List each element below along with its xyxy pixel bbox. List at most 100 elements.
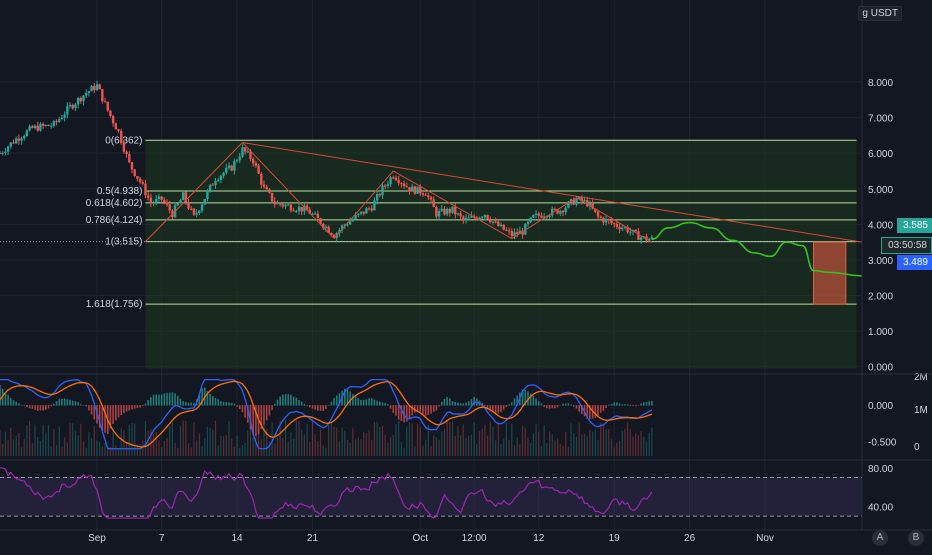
- candle-body: [187, 202, 190, 209]
- price-tick-label: 3.000: [868, 256, 893, 267]
- volume-bar: [381, 425, 384, 456]
- volume-bar: [23, 439, 25, 456]
- macd-histogram-bar: [314, 405, 316, 410]
- macd-histogram-bar: [357, 398, 360, 406]
- macd-histogram-bar: [537, 401, 540, 406]
- volume-bar: [99, 442, 101, 456]
- last-price-tag: 3.585: [896, 218, 932, 233]
- volume-bar: [521, 426, 524, 456]
- candle-body: [106, 101, 109, 111]
- macd-histogram-bar: [564, 403, 567, 406]
- volume-bar: [255, 434, 257, 456]
- macd-histogram-bar: [535, 398, 537, 406]
- volume-bar: [85, 447, 87, 456]
- macd-histogram-bar: [459, 403, 462, 406]
- candle-body: [542, 216, 546, 218]
- last-price: 3.585: [902, 220, 928, 231]
- time-tick-label: 12:00: [462, 533, 487, 544]
- macd-histogram-bar: [559, 405, 562, 406]
- macd-histogram-bar: [214, 397, 217, 406]
- volume-bar: [228, 421, 230, 456]
- macd-histogram-bar: [349, 391, 351, 406]
- macd-histogram-bar: [15, 401, 17, 406]
- auto-scale-button[interactable]: A: [872, 530, 888, 546]
- volume-bar: [341, 427, 343, 456]
- volume-bar: [214, 420, 217, 456]
- macd-histogram-bar: [376, 400, 378, 406]
- fibonacci-retracement[interactable]: 0(6.362)0.5(4.938)0.618(4.602)0.786(4.12…: [0, 135, 862, 369]
- candle-body: [114, 123, 118, 130]
- candle-body: [300, 206, 303, 212]
- volume-bar: [82, 441, 85, 456]
- candle-body: [445, 208, 449, 215]
- volume-bar: [69, 423, 71, 456]
- volume-bar: [476, 443, 478, 456]
- candle-body: [510, 230, 514, 237]
- unit-prefix: g: [862, 8, 868, 19]
- previous-price: 3.489: [902, 257, 928, 268]
- macd-histogram-bar: [481, 403, 483, 406]
- candle-body: [179, 200, 182, 204]
- volume-bar: [217, 445, 219, 456]
- macd-histogram-bar: [500, 405, 502, 413]
- macd-histogram-bar: [400, 405, 403, 422]
- volume-bar: [419, 427, 421, 456]
- volume-bar: [376, 421, 378, 456]
- volume-bar: [0, 430, 1, 456]
- volume-bar: [470, 434, 473, 456]
- candle-body: [629, 231, 632, 233]
- volume-bar: [473, 422, 475, 456]
- time-tick-label: 21: [307, 533, 319, 544]
- price-tick-label: 7.000: [868, 114, 893, 125]
- macd-histogram-bar: [548, 405, 551, 409]
- log-scale-button[interactable]: B: [908, 530, 924, 546]
- macd-histogram-bar: [470, 399, 473, 406]
- candle-body: [270, 192, 274, 202]
- forecast-path[interactable]: [651, 221, 863, 277]
- volume-tick-label: 1M: [914, 405, 928, 416]
- candle-body: [14, 138, 18, 144]
- fib-level-label: 1.618(1.756): [86, 299, 143, 310]
- trend-lines[interactable]: [145, 142, 863, 243]
- candle-body: [607, 219, 610, 221]
- macd-histogram-bar: [260, 405, 263, 429]
- candle-body: [427, 195, 430, 198]
- rsi-band: [0, 477, 862, 517]
- macd-histogram-bar: [23, 405, 26, 406]
- candle-body: [278, 202, 282, 205]
- macd-histogram-bar: [292, 396, 295, 406]
- rsi-pane[interactable]: 80.00 40.00: [0, 464, 893, 519]
- candle-body: [524, 224, 527, 235]
- volume-bar: [169, 426, 171, 456]
- macd-histogram-bar: [279, 396, 281, 406]
- candle-body: [559, 210, 562, 214]
- currency-label[interactable]: g USDT: [858, 6, 902, 21]
- candlestick-series[interactable]: [0, 80, 654, 244]
- macd-histogram-bar: [581, 405, 583, 415]
- volume-bar: [336, 427, 338, 456]
- volume-bar: [435, 437, 437, 456]
- macd-histogram-bar: [354, 396, 357, 406]
- macd-histogram-bar: [228, 402, 230, 406]
- volume-bar: [158, 440, 160, 456]
- candle-body: [165, 202, 169, 205]
- candle-body: [470, 215, 473, 218]
- volume-bar: [621, 430, 623, 456]
- candle-body: [316, 213, 320, 219]
- macd-histogram-bar: [546, 405, 548, 409]
- candle-body: [408, 187, 411, 192]
- candle-body: [594, 208, 597, 212]
- candle-body: [437, 211, 441, 217]
- macd-histogram-bar: [58, 399, 61, 406]
- volume-bar: [177, 447, 179, 456]
- macd-pane[interactable]: 0.000 -0.500 2M 1M 0: [0, 372, 928, 456]
- macd-histogram-bar: [39, 405, 42, 411]
- macd-histogram-bar: [174, 393, 176, 406]
- volume-bar: [152, 433, 155, 456]
- macd-histogram-bar: [300, 401, 303, 406]
- candle-body: [448, 208, 452, 213]
- macd-histogram-bar: [532, 395, 535, 406]
- volume-bar: [411, 423, 413, 456]
